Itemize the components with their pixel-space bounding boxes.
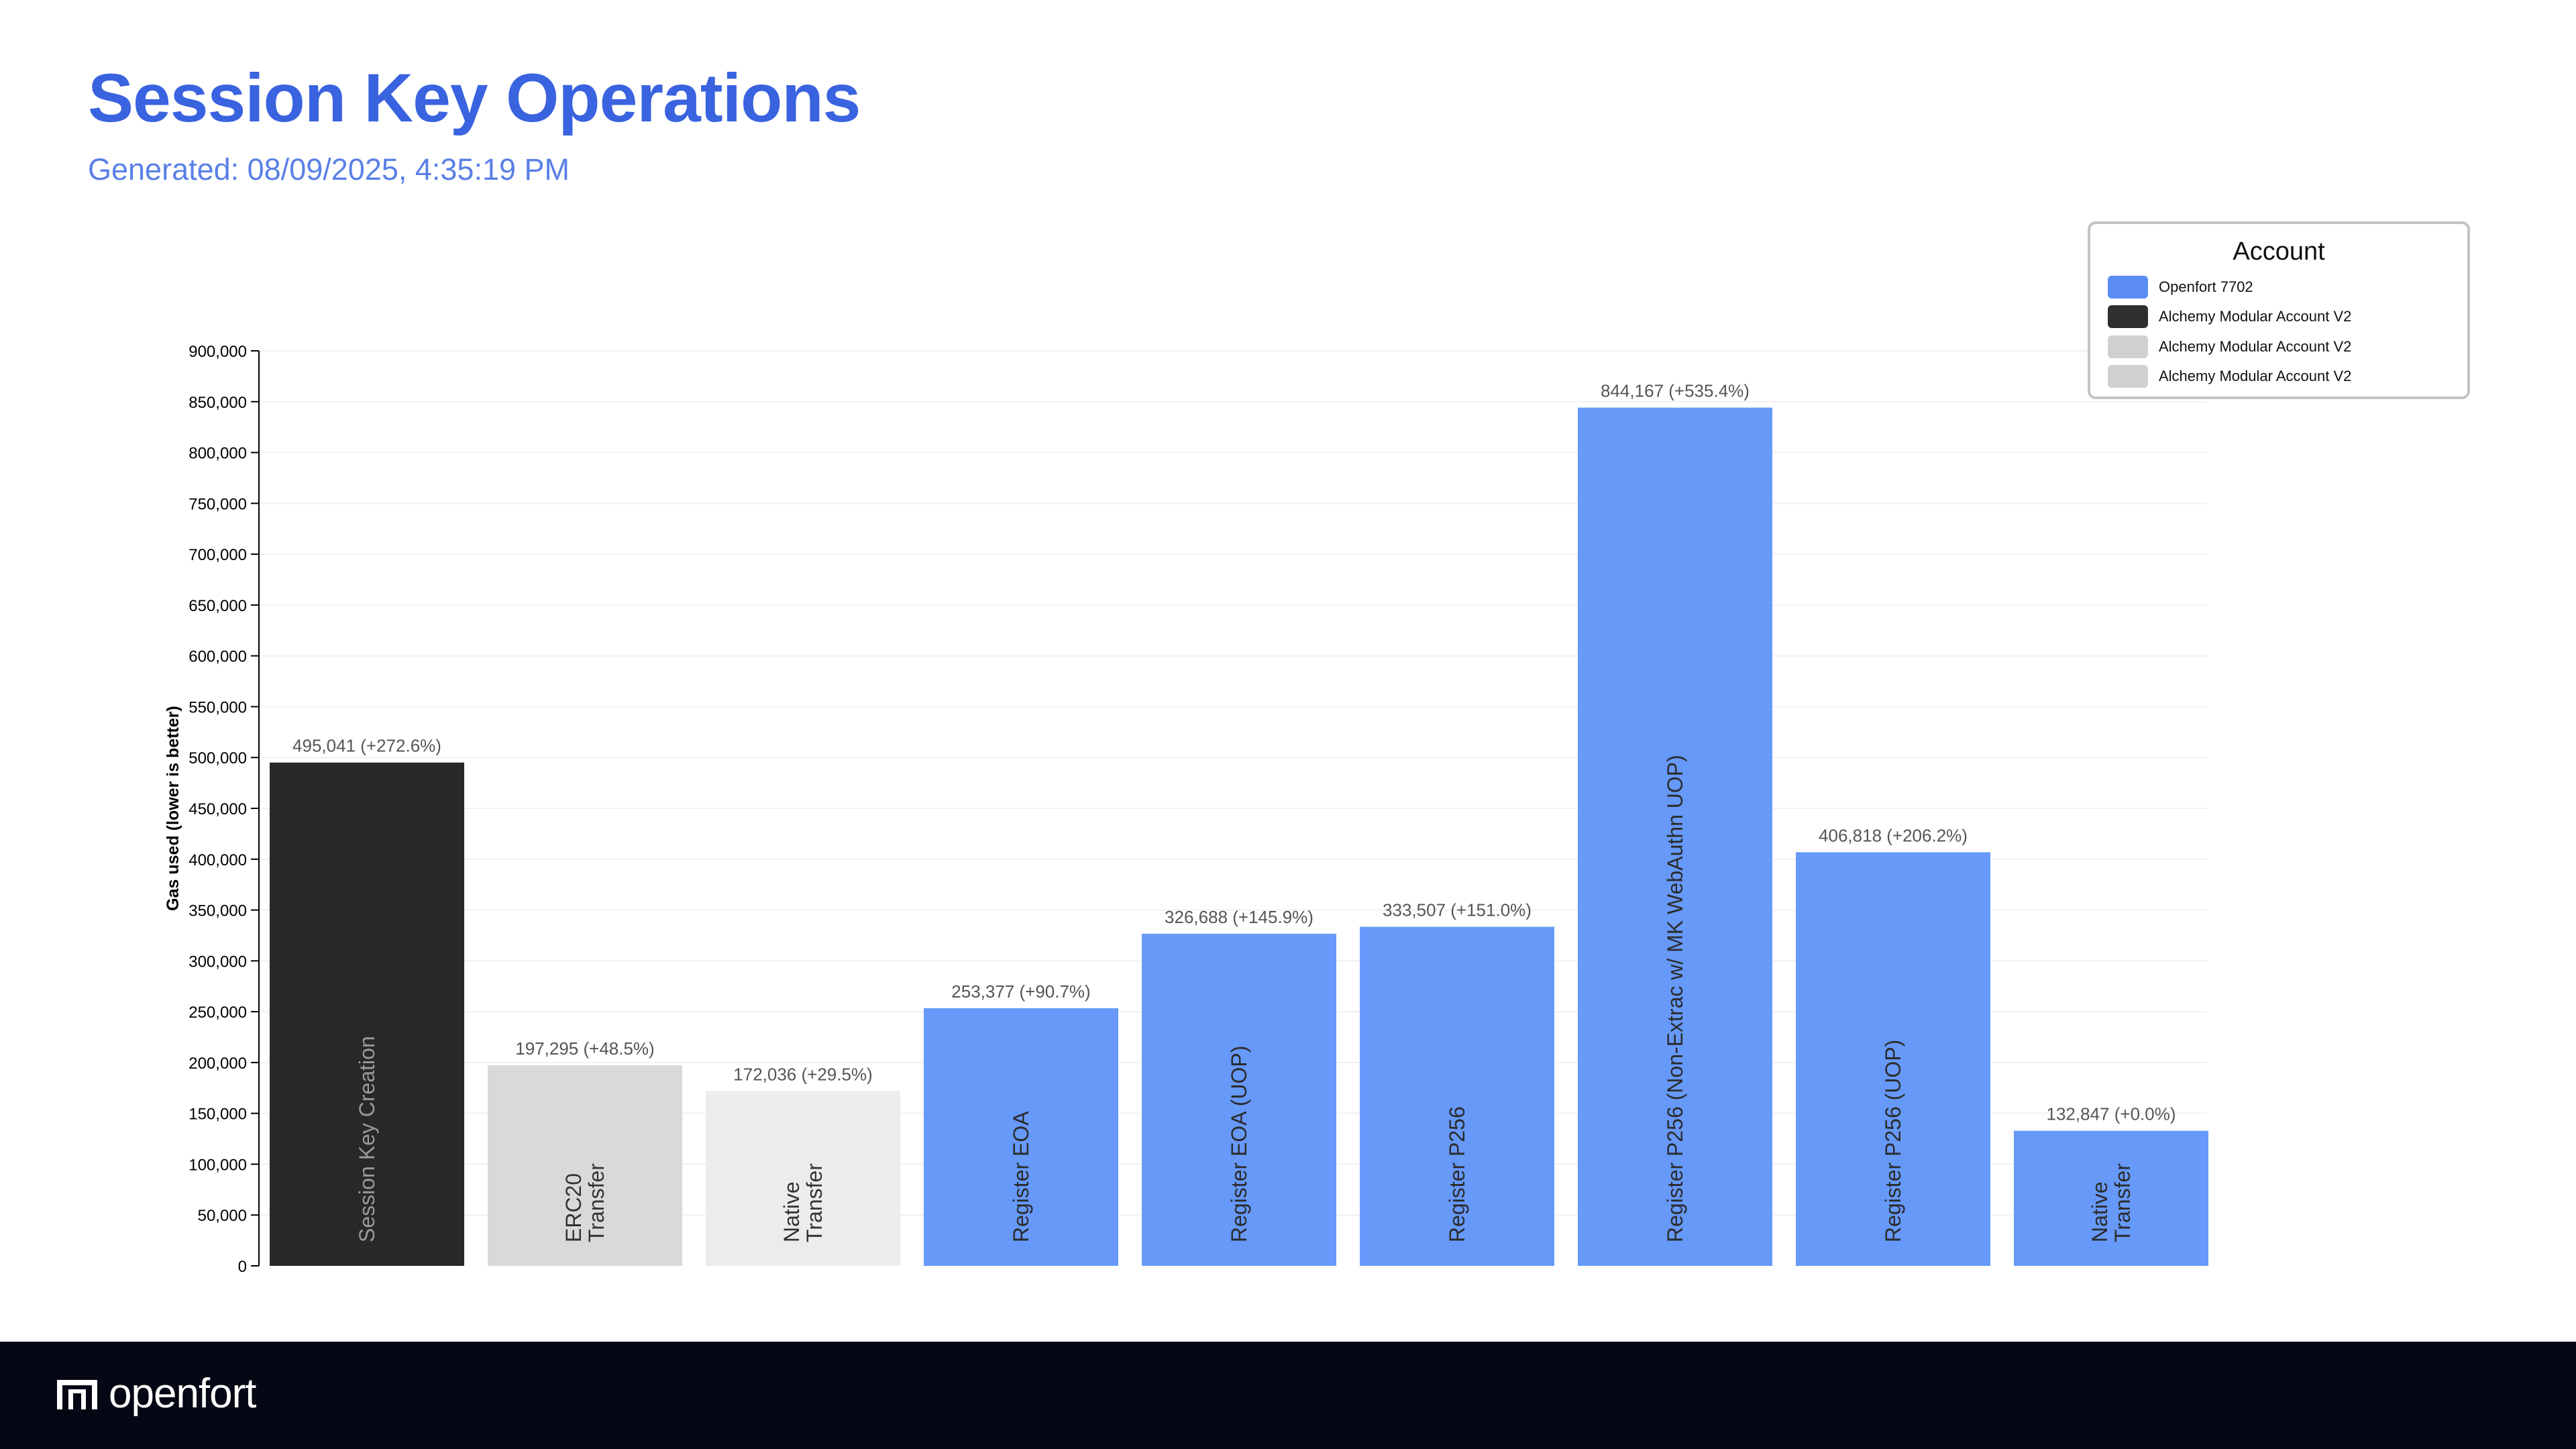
- bar-value-label: 406,818 (+206.2%): [1819, 825, 1968, 845]
- bar-value-label: 197,295 (+48.5%): [515, 1038, 654, 1059]
- legend-swatch: [2108, 365, 2148, 388]
- y-tick-label: 800,000: [189, 445, 247, 463]
- y-tick-label: 150,000: [189, 1106, 247, 1124]
- legend-swatch: [2108, 305, 2148, 328]
- bar: [488, 1065, 682, 1266]
- y-tick-label: 400,000: [189, 851, 247, 869]
- generated-timestamp: Generated: 08/09/2025, 4:35:19 PM: [88, 152, 570, 186]
- category-label: Transfer: [2110, 1163, 2135, 1242]
- y-tick-label: 650,000: [189, 597, 247, 615]
- category-label: Native: [2088, 1181, 2112, 1242]
- bar: [706, 1091, 900, 1266]
- legend-label: Alchemy Modular Account V2: [2159, 368, 2352, 384]
- y-tick-label: 750,000: [189, 495, 247, 513]
- legend-label: Openfort 7702: [2159, 278, 2253, 295]
- bar: [2014, 1130, 2208, 1266]
- brand-name: openfort: [109, 1371, 257, 1417]
- page-title: Session Key Operations: [88, 60, 861, 136]
- bar: [270, 762, 464, 1266]
- legend-item: Alchemy Modular Account V2: [2108, 305, 2351, 329]
- legend-label: Alchemy Modular Account V2: [2159, 308, 2352, 325]
- category-label: Register P256 (UOP): [1881, 1040, 1905, 1242]
- bar: [1578, 407, 1772, 1266]
- y-tick-label: 900,000: [189, 343, 247, 361]
- bar-value-label: 844,167 (+535.4%): [1601, 381, 1750, 401]
- category-label: Register P256 (Non-Extrac w/ MK WebAuthn…: [1663, 755, 1687, 1242]
- openfort-logo-icon: [57, 1379, 97, 1409]
- category-label: Register EOA (UOP): [1227, 1046, 1251, 1242]
- category-label: Transfer: [584, 1163, 608, 1242]
- bar: [924, 1008, 1118, 1266]
- category-label: ERC20: [561, 1173, 586, 1242]
- y-tick-label: 200,000: [189, 1055, 247, 1073]
- y-tick-label: 0: [238, 1258, 247, 1276]
- bar-value-label: 132,847 (+0.0%): [2047, 1104, 2176, 1124]
- category-label: Native: [780, 1181, 804, 1242]
- y-tick-label: 550,000: [189, 698, 247, 716]
- category-label: Register EOA: [1009, 1111, 1033, 1242]
- category-label: Session Key Creation: [355, 1036, 379, 1242]
- y-tick-label: 50,000: [198, 1207, 247, 1225]
- y-tick-label: 700,000: [189, 546, 247, 564]
- y-axis-title: Gas used (lower is better): [164, 706, 182, 911]
- y-tick-label: 500,000: [189, 749, 247, 767]
- y-tick-label: 850,000: [189, 394, 247, 412]
- footer-bar: openfort: [0, 1342, 2576, 1449]
- bar: [1360, 926, 1554, 1266]
- legend-item: Alchemy Modular Account V2: [2108, 364, 2351, 388]
- y-tick-label: 450,000: [189, 800, 247, 818]
- bar-value-label: 172,036 (+29.5%): [733, 1064, 872, 1084]
- bar-value-label: 253,377 (+90.7%): [951, 981, 1090, 1002]
- bar: [1796, 852, 1990, 1266]
- category-label: Register P256: [1445, 1106, 1469, 1242]
- bar-value-label: 333,507 (+151.0%): [1383, 900, 1532, 920]
- bar: [1142, 933, 1336, 1266]
- legend-label: Alchemy Modular Account V2: [2159, 338, 2352, 355]
- bar-value-label: 495,041 (+272.6%): [292, 736, 441, 756]
- legend-title: Account: [2233, 237, 2325, 266]
- category-label: Transfer: [802, 1163, 826, 1242]
- legend-swatch: [2108, 276, 2148, 299]
- chart-legend: Account Openfort 7702 Alchemy Modular Ac…: [2088, 221, 2470, 399]
- y-tick-label: 250,000: [189, 1004, 247, 1022]
- y-tick-label: 300,000: [189, 953, 247, 971]
- y-tick-label: 600,000: [189, 648, 247, 666]
- legend-item: Openfort 7702: [2108, 275, 2253, 299]
- bar-value-label: 326,688 (+145.9%): [1165, 907, 1313, 927]
- bar-chart: 0 50,000 100,000 150,000 200,000 250,000 300,0…: [164, 343, 2208, 1276]
- openfort-logo: openfort: [55, 1370, 257, 1417]
- y-tick-label: 350,000: [189, 902, 247, 920]
- y-tick-label: 100,000: [189, 1156, 247, 1174]
- legend-item: Alchemy Modular Account V2: [2108, 335, 2351, 359]
- legend-swatch: [2108, 335, 2148, 358]
